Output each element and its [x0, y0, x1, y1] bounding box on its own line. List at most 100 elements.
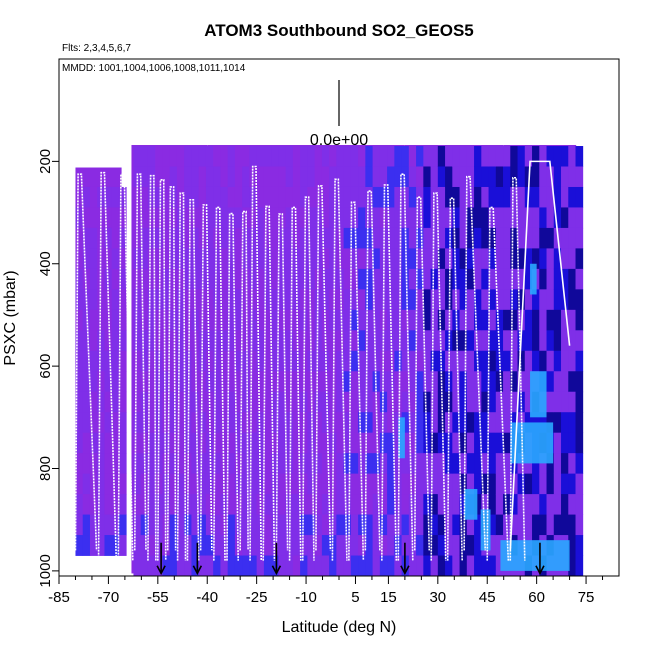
heatmap-cell: [394, 309, 402, 331]
heatmap-cell: [481, 268, 489, 290]
heatmap-cell: [118, 391, 127, 413]
heatmap-cell: [205, 248, 214, 270]
heatmap-cell: [104, 453, 113, 475]
heatmap-cell: [336, 535, 345, 556]
heatmap-cell: [89, 289, 98, 311]
heatmap-cell: [111, 494, 120, 515]
heatmap-cell: [155, 146, 163, 167]
heatmap-cell: [575, 473, 584, 495]
heatmap-cell: [459, 350, 468, 372]
heatmap-cell: [350, 391, 359, 413]
heatmap-cell: [539, 330, 547, 352]
heatmap-cell: [336, 473, 345, 495]
heatmap-cell: [553, 494, 562, 515]
heatmap-cell: [169, 432, 178, 454]
heatmap-cell: [387, 453, 395, 475]
marker-arrowhead: [192, 565, 203, 576]
heatmap-cell: [343, 207, 352, 229]
heatmap-cell: [155, 268, 163, 290]
heatmap-cell: [75, 514, 84, 536]
heatmap-cell: [503, 289, 511, 311]
heatmap-cell: [140, 166, 149, 188]
heatmap-cell: [118, 227, 127, 249]
heatmap-cell: [379, 166, 388, 188]
heatmap-cell: [510, 227, 518, 249]
heatmap-cell: [416, 268, 424, 290]
heatmap-cell: [198, 494, 207, 515]
heatmap-cell: [365, 268, 373, 290]
heatmap-cell: [387, 391, 395, 413]
heatmap-cell: [97, 473, 105, 495]
heatmap-cell: [198, 453, 207, 475]
heatmap-cell: [503, 166, 511, 188]
heatmap-cell: [510, 350, 518, 372]
heatmap-cell: [401, 350, 410, 372]
heatmap-cell: [285, 289, 294, 311]
heatmap-cell: [430, 330, 439, 352]
heatmap-cell: [358, 350, 366, 372]
heatmap-cell: [517, 350, 526, 372]
heatmap-cell: [568, 432, 576, 454]
heatmap-cell: [82, 207, 91, 229]
heatmap-cell: [336, 494, 345, 515]
heatmap-cell: [191, 268, 200, 290]
heatmap-cell: [575, 412, 584, 434]
heatmap-cell: [495, 207, 504, 229]
heatmap-cell: [198, 514, 207, 536]
enhanced-cell: [500, 540, 570, 571]
heatmap-cell: [459, 330, 468, 352]
heatmap-cell: [242, 453, 250, 475]
heatmap-cell: [568, 535, 576, 556]
heatmap-cell: [416, 146, 424, 167]
heatmap-cell: [575, 555, 584, 577]
heatmap-cell: [162, 432, 171, 454]
heatmap-cell: [314, 146, 323, 167]
heatmap-cell: [553, 330, 562, 352]
heatmap-cell: [249, 309, 258, 331]
heatmap-cell: [285, 350, 294, 372]
heatmap-cell: [546, 289, 555, 311]
heatmap-cell: [162, 330, 171, 352]
heatmap-cell: [401, 473, 410, 495]
heatmap-cell: [488, 391, 497, 413]
heatmap-cell: [408, 535, 417, 556]
heatmap-cell: [220, 330, 229, 352]
heatmap-cell: [510, 391, 518, 413]
heatmap-cell: [568, 146, 576, 167]
heatmap-cell: [82, 227, 91, 249]
heatmap-cell: [162, 248, 171, 270]
heatmap-cell: [104, 289, 113, 311]
heatmap-cell: [510, 514, 518, 536]
heatmap-cell: [401, 330, 410, 352]
heatmap-cell: [169, 350, 178, 372]
heatmap-cell: [423, 166, 431, 188]
heatmap-cell: [365, 371, 373, 393]
heatmap-cell: [176, 494, 185, 515]
heatmap-cell: [437, 207, 446, 229]
heatmap-cell: [292, 494, 301, 515]
heatmap-cell: [292, 514, 301, 536]
heatmap-cell: [350, 330, 359, 352]
heatmap-cell: [488, 289, 497, 311]
heatmap-cell: [242, 371, 250, 393]
heatmap-cell: [198, 186, 207, 208]
heatmap-cell: [234, 391, 243, 413]
heatmap-cell: [292, 555, 301, 577]
heatmap-cell: [488, 412, 497, 434]
heatmap-cell: [213, 473, 221, 495]
heatmap-cell: [416, 350, 424, 372]
heatmap-cell: [118, 453, 127, 475]
heatmap-cell: [256, 350, 265, 372]
heatmap-cell: [437, 309, 446, 331]
heatmap-cell: [539, 289, 547, 311]
heatmap-cell: [452, 248, 460, 270]
heatmap-cell: [350, 309, 359, 331]
heatmap-cell: [343, 309, 352, 331]
heatmap-cell: [452, 453, 460, 475]
heatmap-cell: [314, 494, 323, 515]
heatmap-cell: [104, 330, 113, 352]
heatmap-cell: [256, 268, 265, 290]
heatmap-cell: [561, 494, 569, 515]
heatmap-cell: [510, 330, 518, 352]
